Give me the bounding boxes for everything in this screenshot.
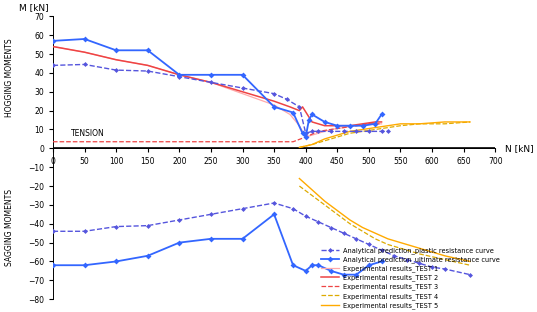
Text: SAGGING MOMENTS: SAGGING MOMENTS <box>5 189 14 266</box>
Text: N [kN]: N [kN] <box>505 144 533 153</box>
Text: TENSION: TENSION <box>71 129 104 138</box>
Text: HOGGING MOMENTS: HOGGING MOMENTS <box>5 39 14 117</box>
Legend: Analytical prediction_plastic resistance curve, Analytical prediction_ultimate r: Analytical prediction_plastic resistance… <box>320 246 501 310</box>
Text: M [kN]: M [kN] <box>19 4 49 12</box>
